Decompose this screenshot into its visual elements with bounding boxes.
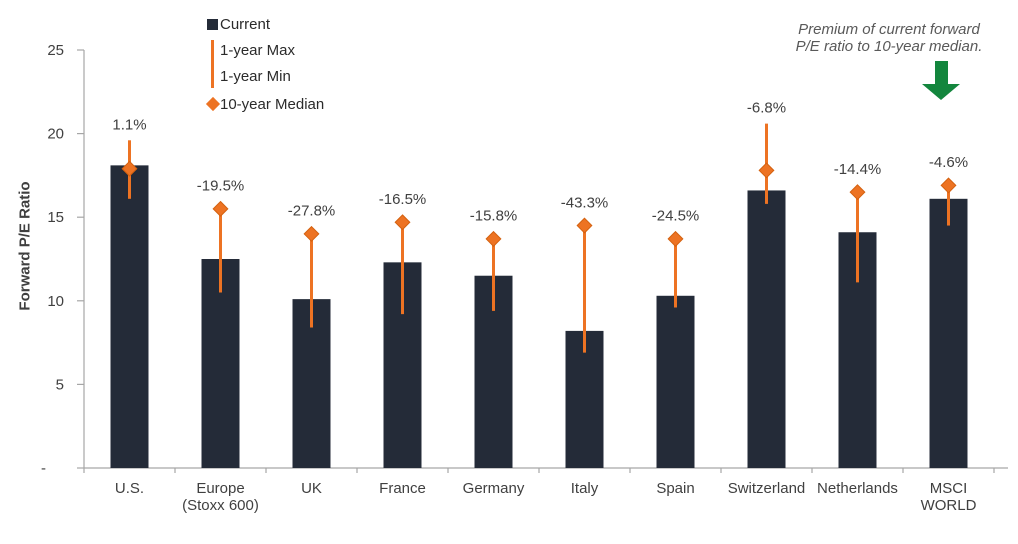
current-square-icon: [207, 18, 218, 30]
legend-marker-median: [205, 96, 220, 112]
median-diamond-icon: [205, 96, 220, 112]
median-diamond: [121, 160, 138, 177]
category-label: Netherlands: [817, 480, 898, 497]
legend-item-median: 10-year Median: [205, 92, 324, 116]
premium-label: -4.6%: [929, 154, 968, 171]
median-diamond: [303, 225, 320, 242]
legend-maxmin-labels: 1-year Max 1-year Min: [220, 38, 295, 90]
premium-label: 1.1%: [112, 116, 146, 133]
median-diamond: [849, 184, 866, 201]
bar-current: [929, 198, 968, 469]
legend-marker-range: [205, 38, 220, 90]
category-label: UK: [301, 480, 322, 497]
down-arrow-head: [922, 84, 960, 100]
category-label: France: [379, 480, 426, 497]
y-tick-label: 20: [47, 126, 64, 143]
y-tick-label: 5: [56, 376, 64, 393]
legend-marker-current: [205, 18, 220, 30]
category-label: MSCI: [930, 480, 968, 497]
range-line-icon: [210, 40, 215, 88]
legend-item-current: Current: [205, 13, 324, 35]
category-label: Germany: [463, 480, 525, 497]
y-tick-label: 10: [47, 293, 64, 310]
bar-current: [747, 190, 786, 468]
bar-current: [565, 330, 604, 468]
category-label: Spain: [656, 480, 694, 497]
median-diamond: [394, 214, 411, 231]
premium-label: -14.4%: [834, 161, 882, 178]
legend: Current 1-year Max 1-year Min 10-year Me…: [205, 13, 324, 116]
legend-item-maxmin: 1-year Max 1-year Min: [205, 38, 324, 90]
median-diamond: [667, 230, 684, 247]
annotation: Premium of current forward P/E ratio to …: [789, 21, 989, 55]
median-diamond: [576, 217, 593, 234]
category-label: WORLD: [921, 497, 977, 514]
premium-label: -16.5%: [379, 191, 427, 208]
category-label: Switzerland: [728, 480, 806, 497]
y-tick-label: 25: [47, 42, 64, 59]
annotation-line-2: P/E ratio to 10-year median.: [795, 38, 983, 55]
bar-current: [110, 165, 149, 469]
down-arrow-stem: [934, 61, 948, 84]
premium-label: -24.5%: [652, 208, 700, 225]
legend-label-max: 1-year Max: [220, 42, 296, 59]
category-label: U.S.: [115, 480, 144, 497]
median-diamond: [758, 162, 775, 179]
y-axis-title-text: Forward P/E Ratio: [16, 181, 34, 311]
category-label: (Stoxx 600): [182, 497, 259, 514]
y-tick-label: -: [41, 460, 46, 477]
premium-label: -6.8%: [747, 100, 786, 117]
median-diamond: [940, 177, 957, 194]
median-diamond: [212, 200, 229, 217]
legend-label-current: Current: [220, 15, 271, 33]
median-diamond: [485, 230, 502, 247]
y-tick-label: 15: [47, 209, 64, 226]
down-arrow-icon: [922, 61, 960, 100]
annotation-line-1: Premium of current forward: [798, 21, 980, 38]
premium-label: -43.3%: [561, 194, 609, 211]
premium-label: -15.8%: [470, 208, 518, 225]
bar-current: [656, 295, 695, 468]
premium-label: -27.8%: [288, 203, 336, 220]
legend-label-min: 1-year Min: [220, 68, 291, 85]
category-label: Europe: [196, 480, 244, 497]
premium-label: -19.5%: [197, 178, 245, 195]
legend-label-median: 10-year Median: [220, 95, 325, 113]
bar-current: [201, 259, 240, 468]
category-label: Italy: [571, 480, 599, 497]
